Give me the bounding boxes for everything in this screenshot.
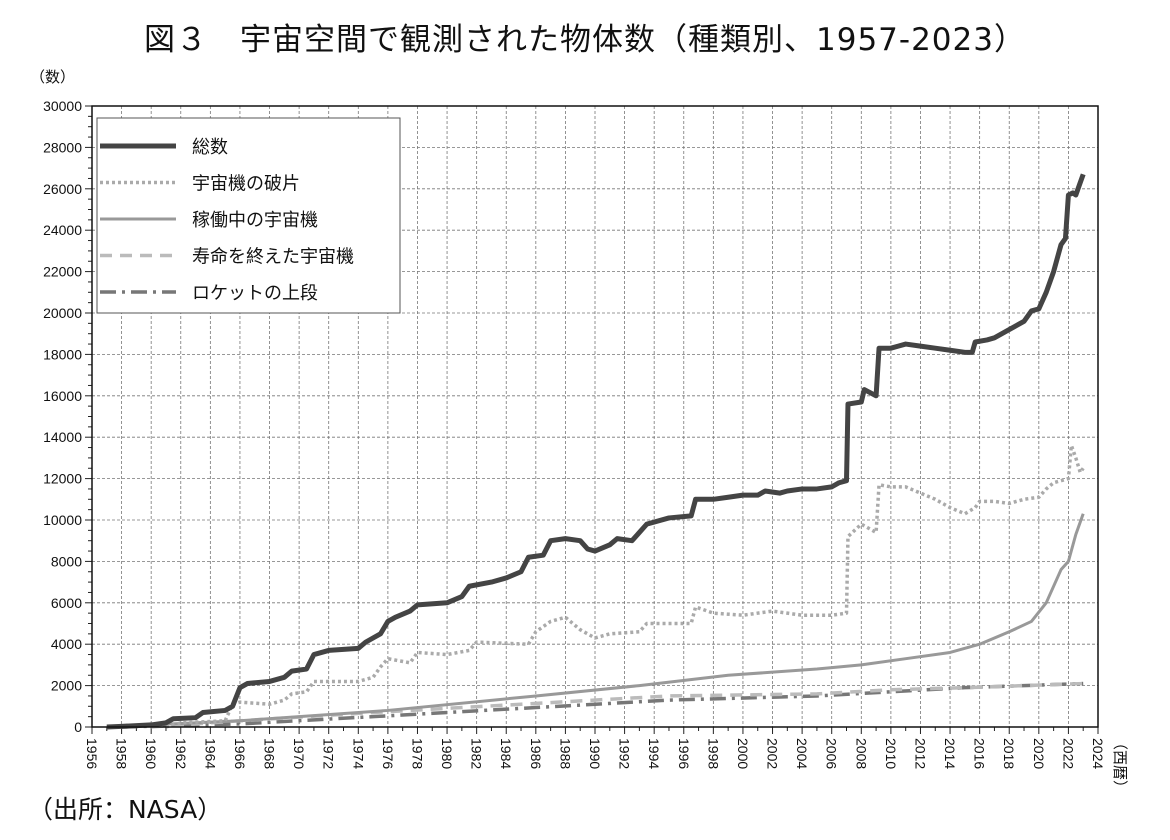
x-tick-label: 1958: [114, 738, 130, 769]
x-tick-label: 1966: [232, 738, 248, 769]
x-tick-label: 1970: [291, 738, 307, 769]
x-tick-label: 1998: [705, 738, 721, 769]
y-tick-label: 28000: [43, 139, 82, 155]
x-tick-label: 1986: [528, 738, 544, 769]
x-tick-label: 1964: [202, 738, 218, 769]
x-tick-label: 1984: [498, 738, 514, 769]
chart-title: 図３ 宇宙空間で観測された物体数（種類別、1957-2023）: [144, 22, 1026, 58]
legend-label: 総数: [192, 137, 228, 158]
x-tick-label: 2020: [1031, 738, 1047, 769]
x-tick-label: 2008: [853, 738, 869, 769]
series-line-3: [106, 513, 1085, 729]
y-tick-label: 26000: [43, 181, 82, 197]
x-tick-label: 1956: [84, 738, 100, 769]
y-tick-label: 14000: [43, 429, 82, 445]
legend-label: 宇宙機の破片: [192, 174, 300, 195]
x-tick-label: 1968: [262, 738, 278, 769]
x-tick-label: 2018: [1001, 738, 1017, 769]
legend-label: 稼働中の宇宙機: [192, 210, 318, 231]
y-tick-label: 4000: [51, 636, 82, 652]
x-tick-label: 1962: [173, 738, 189, 769]
x-tick-label: 1996: [676, 738, 692, 769]
y-tick-label: 8000: [51, 553, 82, 569]
legend-label: ロケットの上段: [192, 283, 318, 304]
x-tick-label: 2010: [883, 738, 899, 769]
y-tick-label: 16000: [43, 388, 82, 404]
y-tick-label: 2000: [51, 678, 82, 694]
y-tick-label: 30000: [43, 98, 82, 114]
x-tick-label: 1980: [439, 738, 455, 769]
y-tick-label: 10000: [43, 512, 82, 528]
x-tick-label: 2024: [1090, 738, 1106, 769]
x-tick-label: 1992: [617, 738, 633, 769]
plot-frame: [91, 105, 1099, 728]
x-tick-label: 2006: [824, 738, 840, 769]
series-line-4: [151, 681, 1084, 729]
x-tick-label: 1972: [321, 738, 337, 769]
x-tick-label: 1982: [469, 738, 485, 769]
y-tick-label: 12000: [43, 471, 82, 487]
x-tick-label: 1960: [143, 738, 159, 769]
x-tick-label: 1994: [646, 738, 662, 769]
y-tick-label: 24000: [43, 222, 82, 238]
x-tick-label: 2004: [794, 738, 810, 769]
series-line-1: [106, 173, 1086, 730]
y-tick-label: 22000: [43, 264, 82, 280]
x-tick-label: 2016: [972, 738, 988, 769]
x-tick-label: 2022: [1060, 738, 1076, 769]
x-tick-label: 2012: [912, 738, 928, 769]
x-tick-label: 2000: [735, 738, 751, 769]
legend-box: [96, 117, 401, 314]
source-note: （出所：NASA）: [28, 795, 223, 824]
y-axis-label: （数）: [30, 68, 76, 86]
y-tick-label: 6000: [51, 595, 82, 611]
y-tick-label: 18000: [43, 346, 82, 362]
y-tick-label: 20000: [43, 305, 82, 321]
x-tick-label: 1976: [380, 738, 396, 769]
x-tick-label: 2002: [765, 738, 781, 769]
y-tick-label: 0: [74, 719, 82, 735]
x-tick-label: 1990: [587, 738, 603, 769]
x-tick-label: 1988: [557, 738, 573, 769]
legend-label: 寿命を終えた宇宙機: [192, 247, 354, 268]
x-axis-label: （西暦）: [1111, 735, 1129, 795]
x-tick-label: 1978: [409, 738, 425, 769]
x-tick-label: 1974: [350, 738, 366, 769]
x-tick-label: 2014: [942, 738, 958, 769]
